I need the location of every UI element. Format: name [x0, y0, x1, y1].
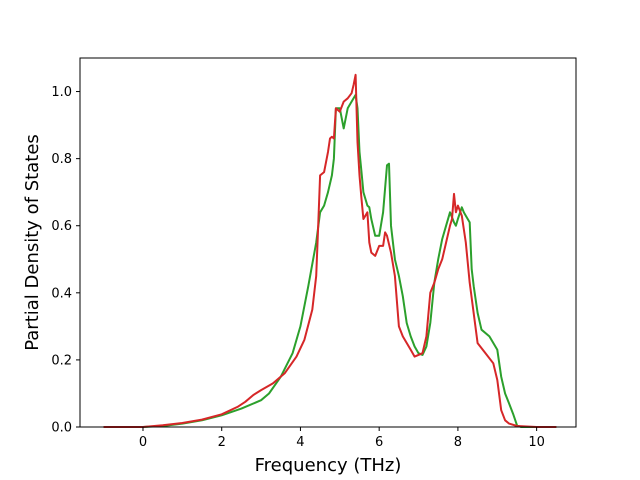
plot-lines	[103, 73, 557, 428]
series-line-2	[103, 73, 557, 428]
y-tick-label: 0.6	[51, 219, 72, 234]
y-axis: 0.0 0.2 0.4 0.6 0.8 1.0	[51, 85, 80, 436]
y-tick-label: 0.0	[51, 421, 72, 436]
x-tick-label: 4	[296, 435, 304, 450]
x-tick-label: 6	[375, 435, 383, 450]
y-tick-label: 0.4	[51, 286, 72, 301]
y-tick-label: 0.2	[51, 353, 72, 368]
x-tick-label: 8	[454, 435, 462, 450]
y-tick-label: 1.0	[51, 85, 72, 100]
x-axis: 0 2 4 6 8 10	[139, 427, 545, 450]
series-line-1	[103, 93, 557, 428]
y-axis-label: Partial Density of States	[22, 134, 43, 351]
x-tick-label: 0	[139, 435, 147, 450]
axes-frame	[79, 57, 577, 428]
y-tick-label: 0.8	[51, 152, 72, 167]
x-axis-label: Frequency (THz)	[255, 455, 402, 476]
x-tick-label: 10	[528, 435, 545, 450]
x-tick-label: 2	[218, 435, 226, 450]
